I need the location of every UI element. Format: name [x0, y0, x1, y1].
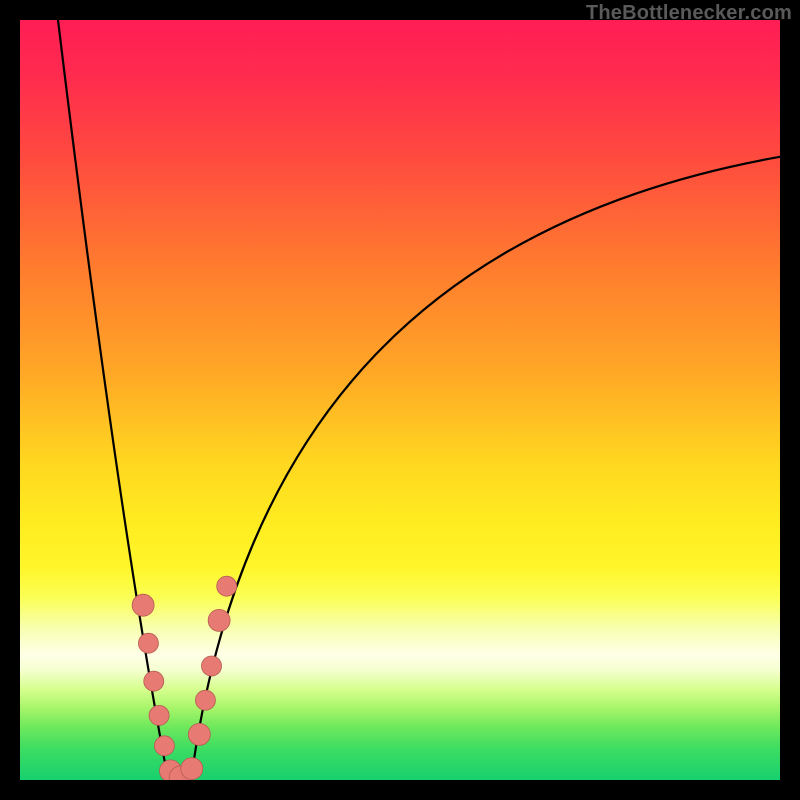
chart-background [0, 0, 800, 800]
chart-root: TheBottlenecker.com [0, 0, 800, 800]
gradient-fill [20, 20, 780, 780]
data-marker [181, 758, 203, 780]
data-marker [149, 705, 169, 725]
data-marker [208, 609, 230, 631]
data-marker [217, 576, 237, 596]
data-marker [138, 633, 158, 653]
data-marker [144, 671, 164, 691]
data-marker [195, 690, 215, 710]
data-marker [154, 736, 174, 756]
watermark-label: TheBottlenecker.com [586, 2, 792, 25]
data-marker [202, 656, 222, 676]
data-marker [132, 594, 154, 616]
data-marker [188, 723, 210, 745]
